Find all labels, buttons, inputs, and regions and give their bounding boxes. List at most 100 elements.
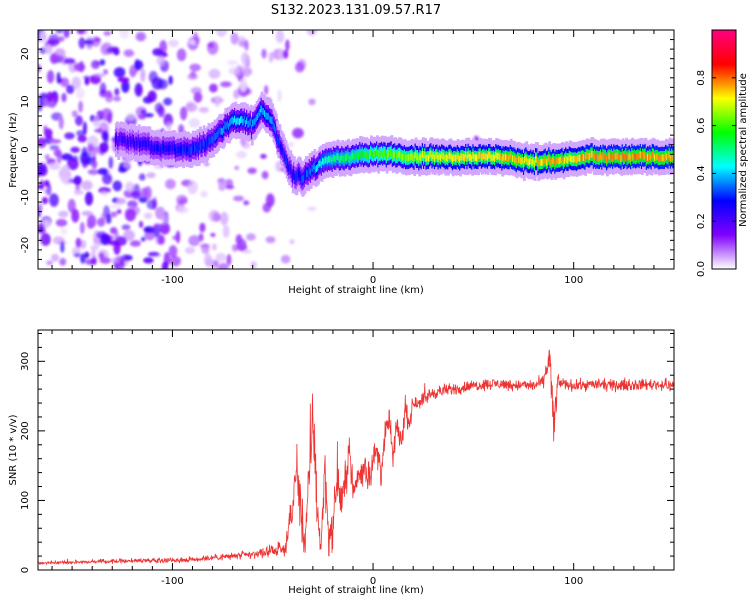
spectrogram-cell (126, 200, 138, 208)
colorbar-frame (711, 29, 737, 270)
spectrogram-cell (71, 208, 80, 223)
spectrogram-cell (168, 245, 178, 258)
spectrogram-cell (50, 139, 62, 144)
spectrogram-cell (44, 154, 50, 161)
spectrogram-cell (168, 75, 173, 85)
colorbar-tick-label: 0.8 (696, 70, 707, 86)
spectrogram-cell (292, 127, 304, 139)
spectrogram-cell (147, 90, 157, 102)
spectrogram-cell (125, 181, 134, 192)
spectrogram-cell (146, 172, 156, 179)
spectrogram-cell (163, 97, 173, 106)
spectrogram-cell (207, 41, 219, 55)
spectrogram-cell (236, 238, 247, 252)
spectrogram-cell (239, 78, 248, 92)
spectrogram-cell (79, 221, 85, 234)
spectrogram-cell (71, 155, 79, 162)
spectrogram-cell (294, 61, 305, 73)
spectrogram-cell (143, 212, 153, 219)
spectrogram-cell (81, 210, 94, 216)
spectrogram-cell (84, 79, 90, 86)
spectrogram-cell (136, 86, 142, 94)
spectrogram-cell (64, 132, 75, 140)
spectrogram-cell (40, 233, 51, 246)
spectrogram-cell (50, 253, 60, 262)
figure-title: S132.2023.131.09.57.R17 (271, 3, 441, 18)
spectrogram-cell (46, 91, 54, 103)
spectrogram-cell (265, 193, 275, 208)
spectrogram-cell (71, 76, 82, 90)
colorbar-axes: 0.0 0.2 0.4 0.6 0.8 (696, 29, 737, 277)
spectrogram-cell (55, 218, 68, 227)
spectrogram-cell (134, 60, 144, 71)
spectrogram-cell (176, 48, 187, 62)
snr-ytick-label: 200 (20, 421, 31, 440)
spectrogram-cell (168, 39, 179, 48)
spectrogram-cell (219, 211, 229, 226)
spectrogram-noise (38, 30, 642, 269)
spectrogram-cell (243, 200, 250, 206)
spectrogram-cell (38, 139, 46, 144)
snr-xtick-label: 0 (370, 576, 376, 587)
spectrogram-cell (66, 84, 75, 95)
spectrogram-cell (126, 112, 136, 120)
spectrogram-cell (38, 203, 43, 214)
spectrogram-cell (277, 89, 282, 102)
spectrogram-cell (119, 265, 125, 269)
spectrogram-cell (113, 96, 121, 102)
spectrogram-cell (114, 231, 119, 240)
spectrogram-cell (175, 230, 181, 244)
spectrogram-cell (82, 121, 88, 136)
spectrogram-cell (40, 163, 48, 177)
spectrogram-cell (203, 161, 210, 167)
spectrogram-cell (115, 255, 125, 261)
spectrogram-cell (61, 92, 67, 103)
spectrogram-cell (75, 87, 85, 100)
spectrogram-cell (38, 104, 43, 112)
spectrogram-cell (90, 36, 101, 47)
spectrogram-cell (102, 173, 113, 185)
spectrogram-cell (212, 260, 219, 268)
spectrogram-cell (59, 257, 67, 266)
spectrogram-cell (209, 83, 218, 93)
colorbar-label: Normalized spectral amplitude (738, 73, 749, 227)
spectrogram-cell (225, 185, 235, 190)
colorbar-tick-label: 0.4 (696, 165, 707, 181)
spectrogram-cell (159, 222, 171, 235)
spectrogram-cell (48, 163, 61, 170)
spectrogram-cell (44, 180, 50, 187)
spectrogram-cell (100, 108, 113, 121)
spectrogram-cell (44, 128, 53, 139)
spectrogram-cell (129, 64, 137, 78)
spectrogram-cell (135, 31, 146, 42)
spectrogram-cell (41, 196, 48, 205)
spectrogram-cell (124, 208, 136, 222)
spectrogram-cell (116, 208, 122, 215)
spectrogram-cell (58, 210, 69, 218)
spectrogram-cell (261, 48, 267, 59)
spectrogram-cell (56, 150, 62, 164)
snr-chart: -100 0 100 0 100 200 300 Height of straight li… (8, 329, 675, 596)
spectrogram-cell (98, 142, 109, 153)
spectrogram-cell (285, 39, 290, 52)
spectrogram-cell (222, 224, 230, 238)
spectrogram-cell (187, 180, 198, 195)
spectrogram-cell (242, 141, 251, 149)
spectrogram-cell (250, 261, 257, 269)
spectrogram-cell (275, 30, 285, 44)
spectrogram-cell (282, 49, 289, 59)
spectrogram-cell (110, 211, 118, 218)
spectrogram-cell (108, 156, 114, 169)
spectrogram-ytick-label: 0 (20, 146, 31, 152)
spectrogram-cell (90, 249, 96, 258)
spectrogram-cell (226, 254, 232, 266)
spectrogram-cell (177, 206, 189, 214)
spectrogram-cell (198, 233, 204, 242)
spectrogram-cell (140, 236, 146, 242)
spectrogram-cell (115, 197, 127, 204)
snr-xlabel: Height of straight line (km) (288, 585, 424, 596)
spectrogram-cell (179, 106, 188, 121)
spectrogram-cell (261, 170, 269, 180)
spectrogram-cell (45, 45, 53, 55)
